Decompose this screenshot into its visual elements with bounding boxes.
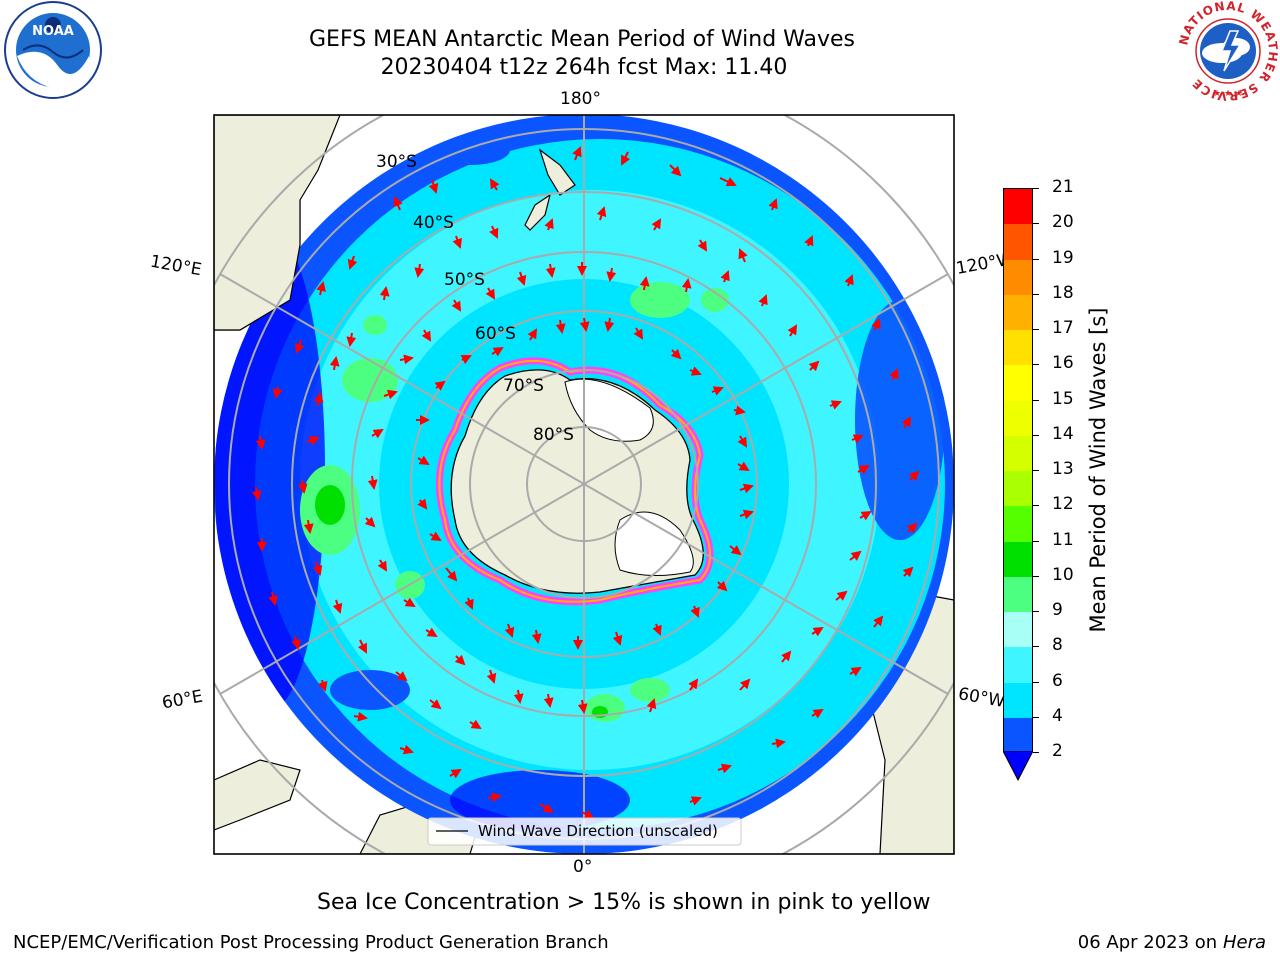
lat-label-60s: 60°S <box>475 324 516 344</box>
colorbar-tick-label: 4 <box>1052 705 1063 726</box>
colorbar-tick-label: 2 <box>1052 741 1063 761</box>
colorbar-tick-label: 10 <box>1052 564 1074 585</box>
colorbar-tick-mark <box>1033 329 1039 330</box>
noaa-logo: NOAA <box>4 1 102 99</box>
svg-text:★ ★ ★: ★ ★ ★ <box>1213 89 1243 99</box>
lat-label-50s: 50°S <box>444 270 485 290</box>
colorbar-tick-label: 8 <box>1052 635 1063 656</box>
colorbar-label: Mean Period of Wind Waves [s] <box>1086 307 1110 633</box>
colorbar-tick-label: 11 <box>1052 529 1074 550</box>
lat-label-70s: 70°S <box>503 376 544 396</box>
colorbar-segment <box>1004 400 1032 436</box>
lat-label-30s: 30°S <box>376 152 417 172</box>
colorbar-tick-label: 21 <box>1052 177 1074 197</box>
colorbar-tick-label: 9 <box>1052 600 1063 620</box>
chart-title-line2: 20230404 t12z 264h fcst Max: 11.40 <box>380 55 788 80</box>
nws-logo: NATIONAL WEATHER SERVICE ★ ★ ★ <box>1178 1 1278 101</box>
chart-title-line1: GEFS MEAN Antarctic Mean Period of Wind … <box>309 27 855 52</box>
colorbar-tick-mark <box>1033 399 1039 401</box>
colorbar-tick-mark <box>1033 575 1039 577</box>
colorbar-segment <box>1004 259 1032 295</box>
colorbar-segment <box>1004 435 1032 471</box>
colorbar-tick-mark <box>1033 681 1039 683</box>
footer-left: NCEP/EMC/Verification Post Processing Pr… <box>13 932 609 953</box>
colorbar-tick-mark <box>1033 188 1039 189</box>
colorbar-tick-mark <box>1033 540 1039 542</box>
footer-machine: Hera <box>1222 932 1266 953</box>
sea-ice-note: Sea Ice Concentration > 15% is shown in … <box>317 890 931 915</box>
colorbar-tick-label: 19 <box>1052 247 1074 268</box>
colorbar-segment <box>1004 717 1032 753</box>
lon-label-0: 0° <box>573 857 593 877</box>
legend-label: Wind Wave Direction (unscaled) <box>478 822 718 840</box>
colorbar-segment <box>1004 506 1032 542</box>
colorbar-segment <box>1004 189 1032 225</box>
colorbar-tick-label: 14 <box>1052 423 1074 444</box>
colorbar-tick-label: 17 <box>1052 318 1074 338</box>
colorbar-tick-mark <box>1033 223 1039 225</box>
colorbar-tick-mark <box>1033 716 1039 718</box>
colorbar-tick-mark <box>1033 364 1039 366</box>
colorbar-segment <box>1004 365 1032 401</box>
lon-label-180: 180° <box>560 89 601 109</box>
colorbar-extend-triangle <box>1003 751 1033 781</box>
colorbar-tick-mark <box>1033 258 1039 260</box>
colorbar-tick-mark <box>1033 611 1039 612</box>
colorbar-segment <box>1004 682 1032 718</box>
colorbar-segment <box>1004 224 1032 260</box>
colorbar-segment <box>1004 471 1032 507</box>
colorbar-tick-label: 12 <box>1052 494 1074 515</box>
colorbar-segments <box>1004 189 1032 753</box>
colorbar <box>1003 188 1033 753</box>
colorbar-tick-label: 13 <box>1052 459 1074 479</box>
colorbar-segment <box>1004 294 1032 330</box>
colorbar-tick-mark <box>1033 470 1039 471</box>
colorbar-tick-label: 6 <box>1052 670 1063 691</box>
colorbar-tick-label: 20 <box>1052 212 1074 233</box>
colorbar-tick-mark <box>1033 752 1039 753</box>
colorbar-tick-label: 15 <box>1052 388 1074 409</box>
colorbar-ticks: 2 4 6 8 9 10 11 12 13 14 15 16 17 18 19 20 21 <box>1033 177 1093 761</box>
colorbar-segment <box>1004 330 1032 366</box>
colorbar-tick-mark <box>1033 293 1039 295</box>
colorbar-tick-label: 16 <box>1052 353 1074 374</box>
colorbar-segment <box>1004 541 1032 577</box>
lat-label-80s: 80°S <box>533 425 574 445</box>
footer-right: 06 Apr 2023 on Hera <box>1078 932 1266 953</box>
colorbar-tick-mark <box>1033 646 1039 648</box>
colorbar-tick-mark <box>1033 434 1039 436</box>
colorbar-tick-mark <box>1033 505 1039 507</box>
footer-date: 06 Apr 2023 on <box>1077 932 1223 953</box>
colorbar-segment <box>1004 612 1032 648</box>
lat-label-40s: 40°S <box>413 213 454 233</box>
colorbar-segment <box>1004 576 1032 612</box>
colorbar-tick-label: 18 <box>1052 282 1074 303</box>
svg-text:NOAA: NOAA <box>32 24 74 39</box>
colorbar-segment <box>1004 647 1032 683</box>
